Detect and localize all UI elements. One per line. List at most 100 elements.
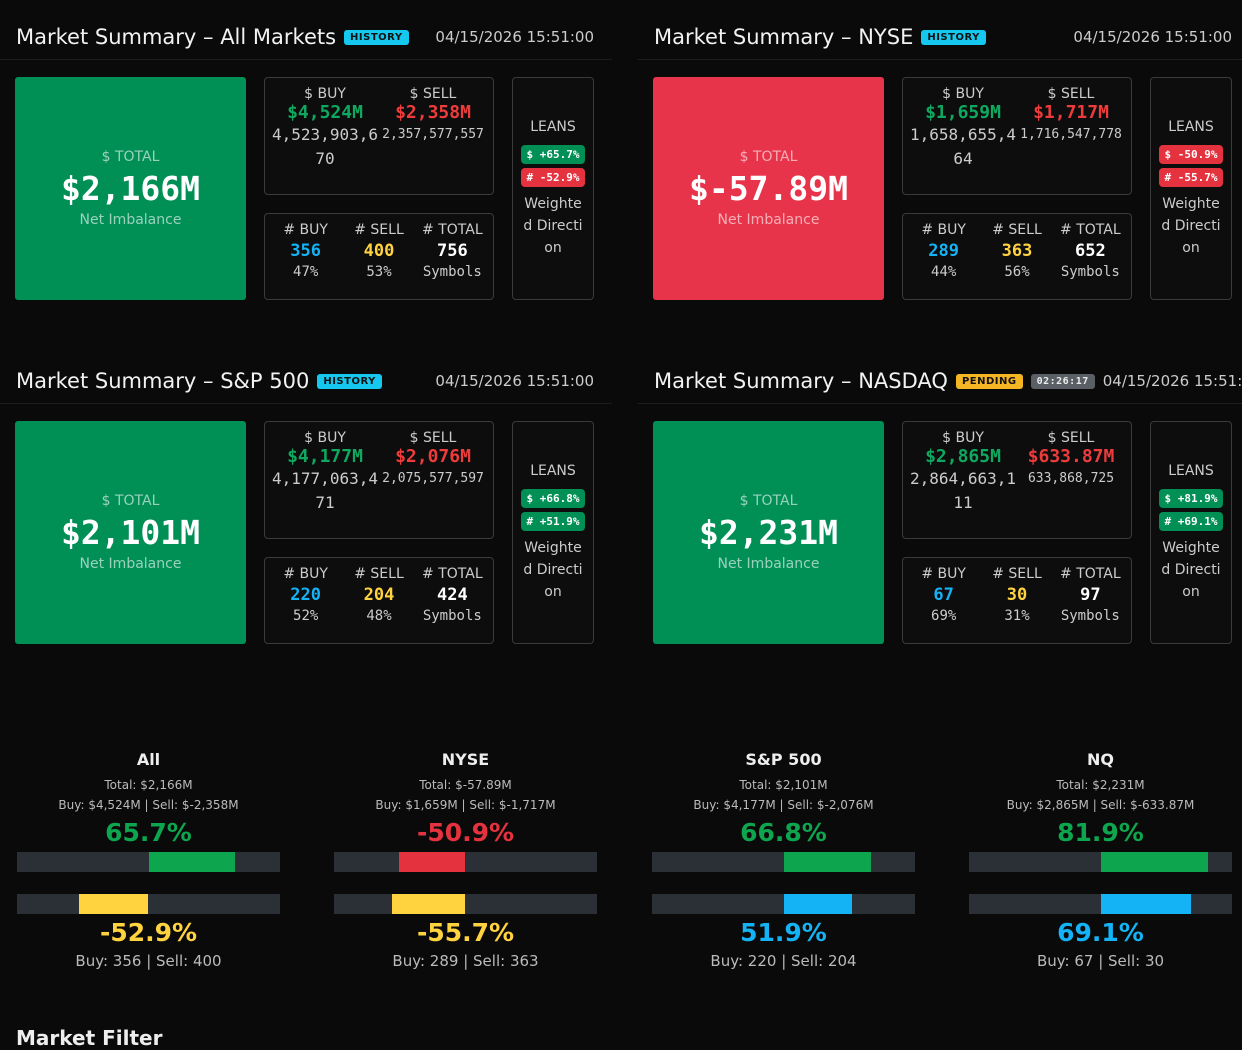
header-divider	[638, 403, 1242, 404]
lean-track	[652, 852, 915, 872]
count-sub: Symbols	[422, 264, 482, 280]
leans-label: LEANS	[1168, 462, 1214, 479]
sell-value: $1,717M	[1033, 102, 1109, 123]
sell-column: $ SELL $633.87M 633,868,725	[1017, 430, 1125, 530]
count-label: # BUY	[921, 566, 966, 582]
leans-card: LEANS $ +81.9% # +69.1% Weighted Direction	[1150, 421, 1232, 644]
count-label: # SELL	[992, 222, 1042, 238]
count-column: # BUY 220 52%	[269, 566, 342, 635]
count-card: # BUY 356 47% # SELL 400 53% # TOTAL 756 Symbols	[264, 213, 494, 300]
count-lean-label: -55.7%	[416, 918, 515, 947]
sell-column: $ SELL $2,358M 2,357,577,557	[379, 86, 487, 186]
count-label: # TOTAL	[1060, 222, 1121, 238]
lean-dollar: $ -50.9%	[1158, 144, 1224, 164]
lean-dollar: $ +81.9%	[1158, 488, 1224, 508]
buy-value: $1,659M	[925, 102, 1001, 123]
lean-bar	[1100, 894, 1192, 914]
leans-card: LEANS $ -50.9% # -55.7% Weighted Direction	[1150, 77, 1232, 300]
sell-value: $2,358M	[395, 102, 471, 123]
count-label: # SELL	[354, 222, 404, 238]
gauge-buy-sell: Buy: $2,865M | Sell: $-633.87M	[1006, 798, 1195, 812]
count-column: # SELL 400 53%	[342, 222, 415, 291]
status-badge: HISTORY	[344, 29, 409, 45]
count-column: # TOTAL 97 Symbols	[1054, 566, 1127, 635]
total-card: $ TOTAL $-57.89M Net Imbalance	[653, 77, 884, 300]
buy-value: $4,177M	[287, 446, 363, 467]
count-sub: 53%	[366, 264, 392, 280]
sell-value: $633.87M	[1027, 446, 1115, 467]
sell-label: $ SELL	[1047, 86, 1095, 102]
count-sub: Symbols	[422, 608, 482, 624]
lean-track	[334, 852, 597, 872]
dollar-lean-label: 81.9%	[1057, 818, 1144, 847]
total-label: $ TOTAL	[101, 493, 160, 509]
count-value: 204	[363, 585, 395, 605]
count-value: 424	[436, 585, 468, 605]
buy-column: $ BUY $4,177M 4,177,063,471	[271, 430, 379, 530]
count-lean-label: 69.1%	[1057, 918, 1144, 947]
gauge-buy-sell: Buy: $4,177M | Sell: $-2,076M	[693, 798, 874, 812]
count-column: # TOTAL 424 Symbols	[416, 566, 489, 635]
count-sub: 69%	[931, 608, 957, 624]
lean-track	[969, 852, 1232, 872]
dollar-lean-label: 66.8%	[740, 818, 827, 847]
gauge-name: NYSE	[441, 750, 490, 769]
count-sub: 48%	[366, 608, 392, 624]
header-divider	[638, 59, 1242, 60]
gauge-name: All	[136, 750, 161, 769]
gauge-buy-sell: Buy: $1,659M | Sell: $-1,717M	[375, 798, 556, 812]
count-card: # BUY 67 69% # SELL 30 31% # TOTAL 97 Symbols	[902, 557, 1132, 644]
count-sub: 52%	[293, 608, 319, 624]
count-value: 652	[1074, 241, 1106, 261]
buy-column: $ BUY $1,659M 1,658,655,464	[909, 86, 1017, 186]
leans-label: LEANS	[530, 462, 576, 479]
count-card: # BUY 289 44% # SELL 363 56% # TOTAL 652 Symbols	[902, 213, 1132, 300]
gauge-total: Total: $2,166M	[104, 778, 193, 792]
buy-column: $ BUY $4,524M 4,523,903,670	[271, 86, 379, 186]
total-label: $ TOTAL	[739, 149, 798, 165]
sell-full: 1,716,547,778	[1020, 127, 1122, 142]
count-column: # SELL 363 56%	[980, 222, 1053, 291]
count-column: # TOTAL 756 Symbols	[416, 222, 489, 291]
count-value: 363	[1001, 241, 1033, 261]
count-column: # TOTAL 652 Symbols	[1054, 222, 1127, 291]
count-label: # TOTAL	[422, 566, 483, 582]
panel-title: Market Summary – S&P 500	[16, 369, 310, 393]
panel-title: Market Summary – All Markets	[16, 25, 337, 49]
buy-column: $ BUY $2,865M 2,864,663,111	[909, 430, 1017, 530]
total-value: $-57.89M	[689, 169, 848, 208]
lean-track	[969, 894, 1232, 914]
panel-title: Market Summary – NYSE	[654, 25, 914, 49]
count-label: # BUY	[283, 222, 328, 238]
status-badge: 02:26:17	[1030, 373, 1095, 389]
lean-bar	[392, 894, 466, 914]
timestamp: 04/15/2026 15:51:00	[435, 28, 594, 46]
leans-sub: Weighted Direction	[1161, 539, 1221, 600]
leans-sub: Weighted Direction	[1161, 195, 1221, 256]
lean-track	[334, 894, 597, 914]
panel-header: Market Summary – NYSE HISTORY 04/15/2026 1…	[654, 20, 1232, 54]
section-heading: Market Filter	[16, 1026, 163, 1050]
count-sub: 56%	[1004, 264, 1030, 280]
total-card: $ TOTAL $2,101M Net Imbalance	[15, 421, 246, 644]
lean-bar	[398, 852, 466, 872]
buy-value: $4,524M	[287, 102, 363, 123]
count-sub: 31%	[1004, 608, 1030, 624]
buy-sell-card: $ BUY $1,659M 1,658,655,464 $ SELL $1,717M 1,…	[902, 77, 1132, 195]
sell-label: $ SELL	[1047, 430, 1095, 446]
leans-card: LEANS $ +66.8% # +51.9% Weighted Direction	[512, 421, 594, 644]
buy-full: 4,177,063,471	[272, 469, 378, 512]
leans-card: LEANS $ +65.7% # -52.9% Weighted Direction	[512, 77, 594, 300]
total-sub: Net Imbalance	[717, 556, 820, 572]
lean-dollar: $ +65.7%	[520, 144, 586, 164]
gauge: All Total: $2,166M Buy: $4,524M | Sell: $-…	[17, 750, 280, 970]
lean-dollar: $ +66.8%	[520, 488, 586, 508]
gauge: NQ Total: $2,231M Buy: $2,865M | Sell: $-6…	[969, 750, 1232, 970]
leans-label: LEANS	[530, 118, 576, 135]
panel-header: Market Summary – NASDAQ PENDING 02:26:17 04…	[654, 364, 1242, 398]
count-sub: 47%	[293, 264, 319, 280]
lean-count: # -52.9%	[520, 167, 586, 187]
timestamp: 04/15/2026 15:51:00	[435, 372, 594, 390]
market-panel: Market Summary – All Markets HISTORY 04/15…	[0, 0, 612, 320]
